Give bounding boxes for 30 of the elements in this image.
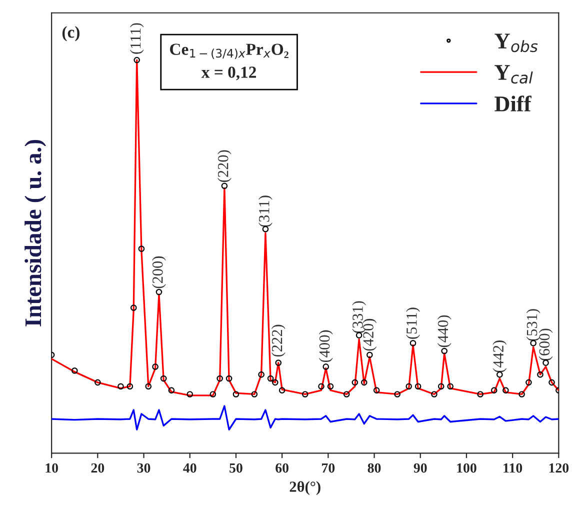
legend-label: Diff [494,96,532,112]
x-tick-label: 100 [457,463,476,473]
x-tick-label: 80 [368,463,381,473]
annotation: (400) [318,330,333,362]
text: (c) [62,26,80,42]
x-tick-label: 40 [183,463,196,473]
x-tick-label: 20 [91,463,104,473]
x-tick-label: 120 [549,463,569,473]
x-tick-label: 70 [322,463,335,473]
x-tick-label: 110 [504,463,522,473]
annotation: (311) [258,196,272,227]
x-axis-title: 2θ(°) [290,481,320,496]
annotation: (511) [406,308,420,339]
annotation: (442) [492,340,507,372]
annotation: (531) [526,309,540,341]
x-tick-label: 60 [276,463,288,473]
x-tick-label: 30 [137,463,150,473]
x-tick-label: 10 [46,463,58,473]
x-tick-label: 50 [230,463,242,473]
annotation: (200) [152,256,166,288]
x-tick-label: 90 [414,463,427,473]
y-axis-title: Intensidade ( u. a.) [24,140,46,326]
annotation: (220) [218,150,232,182]
legend-label: Y$_{cal}$ [494,65,533,84]
annotation: (600) [538,328,553,360]
legend-label: Y$_{obs}$ [494,34,538,52]
annotation: Ce$_{1−(3/4)x}$Pr$_{x}$O₂ x = 0,12 [170,44,288,80]
annotation: (440) [437,315,452,348]
annotation: (222) [271,324,286,357]
annotation: (111) [130,23,144,54]
